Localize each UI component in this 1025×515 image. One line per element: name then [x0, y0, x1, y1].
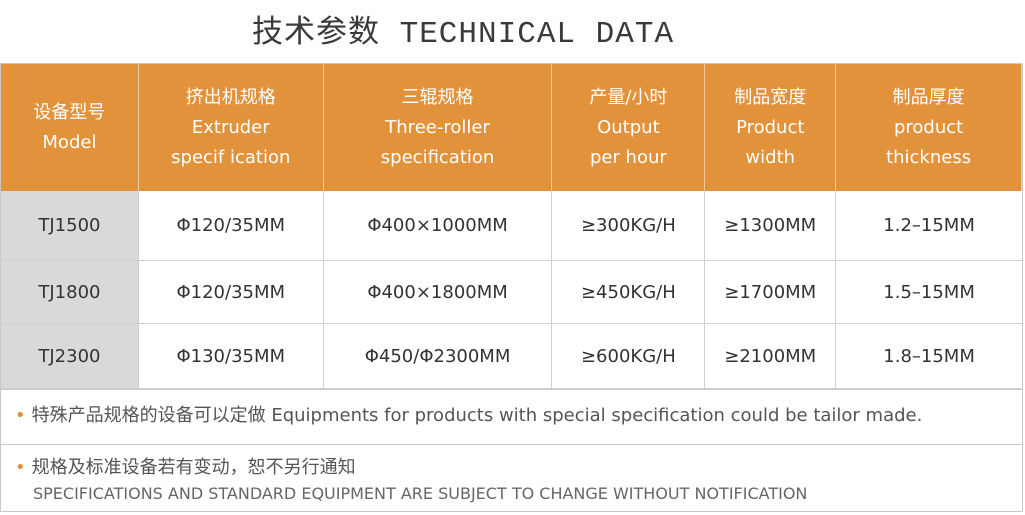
table-cell: 1.2–15MM — [836, 191, 1022, 261]
header-model: 设备型号 Model — [1, 64, 139, 191]
header-en: product — [893, 116, 964, 138]
table-cell: TJ1500 — [1, 191, 139, 261]
header-en: Three-roller — [385, 116, 490, 138]
table-row: TJ1500 Φ120/35MM Φ400×1000MM ≥300KG/H ≥1300M… — [1, 191, 1022, 261]
table-cell: Φ120/35MM — [138, 261, 324, 324]
note-text: 特殊产品规格的设备可以定做 Equipments for products wi… — [31, 405, 923, 426]
header-cn: 设备型号 — [33, 101, 106, 123]
table-cell: ≥600KG/H — [552, 324, 706, 389]
table-header: 设备型号 Model 挤出机规格 Extruder specif ication 三辊… — [1, 64, 1022, 191]
note-custom: • 特殊产品规格的设备可以定做 Equipments for products w… — [0, 388, 1023, 445]
table-cell: 1.8–15MM — [836, 324, 1022, 389]
header-en: Output — [597, 116, 660, 138]
header-thickness: 制品厚度 product thickness — [836, 64, 1022, 191]
header-en: Product — [736, 116, 805, 138]
technical-data-table: 设备型号 Model 挤出机规格 Extruder specif ication 三辊… — [0, 63, 1023, 390]
table-cell: Φ450/Φ2300MM — [323, 324, 553, 389]
table-cell: ≥450KG/H — [552, 261, 706, 324]
table-cell: ≥1700MM — [705, 261, 837, 324]
header-en: specif ication — [171, 146, 291, 168]
header-cn: 制品宽度 — [734, 86, 807, 108]
table-cell: Φ120/35MM — [138, 191, 324, 261]
header-extruder: 挤出机规格 Extruder specif ication — [138, 64, 324, 191]
header-en: Extruder — [191, 116, 270, 138]
header-three-roller: 三辊规格 Three-roller specification — [323, 64, 553, 191]
table-cell: 1.5–15MM — [836, 261, 1022, 324]
header-cn: 挤出机规格 — [185, 86, 276, 108]
table-cell: TJ2300 — [1, 324, 139, 389]
bullet-icon: • — [15, 457, 26, 478]
header-en: thickness — [886, 146, 972, 168]
note-change: • 规格及标准设备若有变动，恕不另行通知 SPECIFICATIONS AND ST… — [0, 445, 1023, 512]
table-cell: Φ400×1800MM — [323, 261, 553, 324]
bullet-icon: • — [15, 405, 26, 426]
table-cell: ≥300KG/H — [552, 191, 706, 261]
header-en: width — [745, 146, 796, 168]
header-cn: 制品厚度 — [892, 86, 965, 108]
note-text-cn: 规格及标准设备若有变动，恕不另行通知 — [31, 457, 356, 478]
header-en: per hour — [589, 146, 667, 168]
header-cn: 三辊规格 — [401, 86, 474, 108]
table-cell: ≥1300MM — [705, 191, 837, 261]
table-cell: Φ400×1000MM — [323, 191, 553, 261]
table-cell: TJ1800 — [1, 261, 139, 324]
header-output: 产量/小时 Output per hour — [552, 64, 706, 191]
header-width: 制品宽度 Product width — [705, 64, 837, 191]
page-title: 技术参数 TECHNICAL DATA — [252, 17, 675, 52]
note-text-en: SPECIFICATIONS AND STANDARD EQUIPMENT AR… — [33, 484, 808, 503]
header-en: Model — [42, 131, 97, 153]
table-cell: Φ130/35MM — [138, 324, 324, 389]
table-cell: ≥2100MM — [705, 324, 837, 389]
header-en: specification — [380, 146, 495, 168]
header-cn: 产量/小时 — [589, 86, 668, 108]
table-row: TJ1800 Φ120/35MM Φ400×1800MM ≥450KG/H ≥1700M… — [1, 261, 1022, 324]
table-row: TJ2300 Φ130/35MM Φ450/Φ2300MM ≥600KG/H ≥2100… — [1, 324, 1022, 389]
